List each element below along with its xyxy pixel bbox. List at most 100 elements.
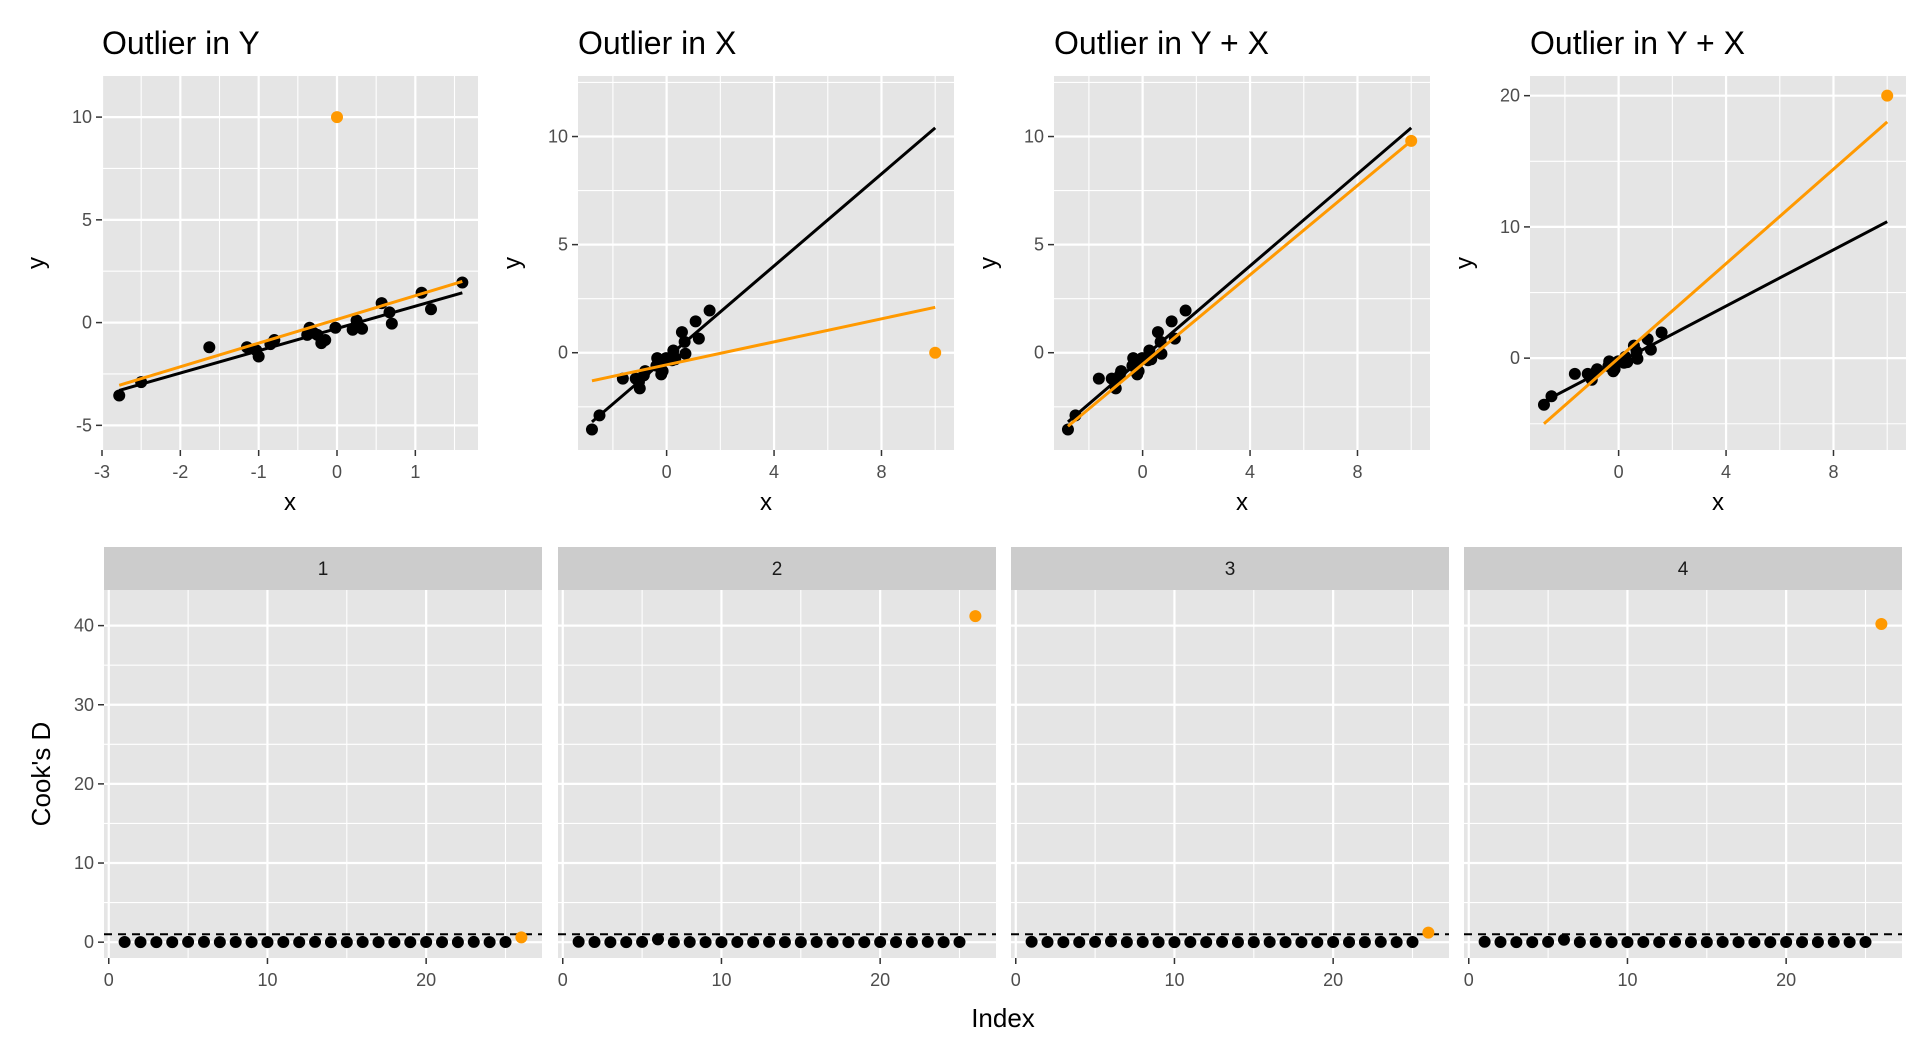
y-axis-label: y [499,257,526,269]
data-point [293,936,306,949]
data-point [1732,936,1745,949]
data-point [731,936,744,949]
data-point [1073,936,1086,949]
data-point [356,936,369,949]
data-point [1568,367,1581,380]
y-axis-label: y [1451,257,1478,269]
data-point [826,936,839,949]
y-axis-label: Cook's D [26,722,56,827]
facet-strip-label: 1 [318,559,329,580]
outlier-point [1875,618,1888,631]
y-tick-label: 0 [84,932,94,952]
facet-strip [104,547,542,590]
scatter-panel-4: 0 4 8 0 10 20 Outlier in Y + X x y [1451,25,1906,516]
data-point [1827,935,1840,948]
panel-background [1011,590,1449,958]
data-point [636,935,649,948]
data-point [1655,326,1668,339]
outlier-point [331,111,343,124]
y-tick-label: 10 [74,853,94,873]
data-point [1589,936,1602,949]
x-axis-label: x [1712,489,1724,516]
x-tick-label: -1 [251,462,267,482]
data-point [229,936,242,949]
x-axis-label: x [284,489,296,516]
y-axis-label: y [975,257,1002,269]
data-point [1295,936,1308,949]
x-tick-label: -2 [172,462,188,482]
data-point [842,936,855,949]
panel-background [1054,76,1430,450]
data-point [953,936,966,949]
data-point [1327,936,1340,949]
x-axis-label: x [1236,489,1248,516]
fit-line-with-outlier [118,280,463,387]
scatter-panel-2: 0 4 8 0 5 10 Outlier in X x y [499,25,954,516]
data-point [1684,936,1697,949]
cooks-facet-3: 3 0 10 20 [1011,547,1449,990]
data-point [499,936,512,949]
panel-background [1530,76,1906,450]
x-tick-label: 20 [1776,970,1796,990]
data-point [252,350,265,363]
y-tick-label: 20 [74,774,94,794]
data-point [1358,936,1371,949]
data-point [699,936,712,949]
panel-title: Outlier in Y + X [1054,25,1269,61]
data-point [1843,936,1856,949]
data-point [675,326,688,339]
fit-line-without-outlier [118,291,463,392]
fit-line-with-outlier [1067,139,1413,428]
data-point [572,935,585,948]
data-point [1621,936,1634,949]
data-point [467,935,480,948]
panel-background [104,590,542,958]
data-point [261,936,274,949]
data-point [1631,352,1644,365]
data-point [203,341,216,354]
scatter-panel-3: 0 4 8 0 5 10 Outlier in Y + X x y [975,25,1430,516]
y-tick-label: 0 [1034,343,1044,363]
x-tick-label: 20 [1323,970,1343,990]
data-point [1165,315,1178,328]
y-tick-label: 40 [74,616,94,636]
data-point [1764,936,1777,949]
data-point [1669,935,1682,948]
y-tick-label: -5 [76,415,92,435]
data-point [679,347,692,360]
x-tick-label: 4 [1245,462,1255,482]
panel-background [558,590,996,958]
data-point [213,936,226,949]
data-point [319,334,332,347]
data-point [150,936,163,949]
x-tick-label: 0 [558,970,568,990]
data-point [890,936,903,949]
data-point [385,317,398,330]
y-tick-label: 0 [82,313,92,333]
y-tick-label: 10 [72,107,92,127]
data-point [794,936,807,949]
y-axis-label: y [23,257,50,269]
data-point [905,936,918,949]
facet-strip [1464,547,1902,590]
data-point [874,936,887,949]
outlier-point [1422,926,1435,939]
data-point [1136,936,1149,949]
panel-background [102,76,478,450]
data-point [451,936,464,949]
x-tick-label: 10 [257,970,277,990]
y-tick-label: 10 [1024,127,1044,147]
outlier-point [515,931,528,944]
facet-strip [1011,547,1449,590]
x-tick-label: 4 [1721,462,1731,482]
y-tick-label: 0 [1510,348,1520,368]
data-point [651,933,664,946]
facet-strip [558,547,996,590]
x-tick-label: 10 [711,970,731,990]
data-point [1510,936,1523,949]
data-point [1343,936,1356,949]
x-tick-label: 10 [1617,970,1637,990]
outlier-point [929,346,942,359]
data-point [667,936,680,949]
